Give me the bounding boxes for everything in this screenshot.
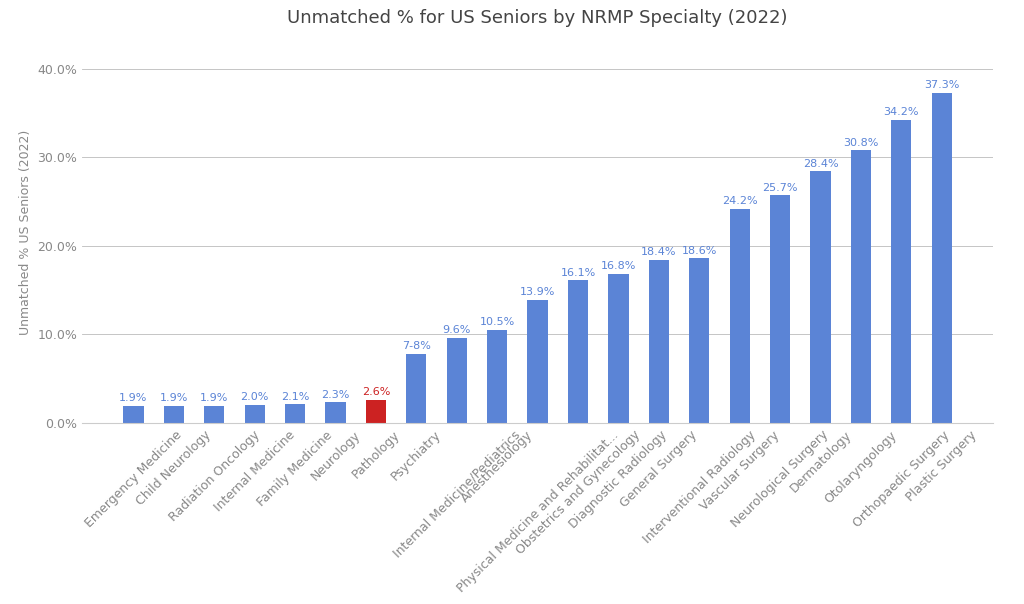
Bar	[285, 404, 305, 423]
Text: 37.3%: 37.3%	[924, 80, 959, 90]
Text: 2.6%: 2.6%	[361, 387, 390, 397]
Bar	[407, 354, 426, 423]
Bar	[851, 150, 871, 423]
Text: 1.9%: 1.9%	[160, 393, 188, 403]
Bar	[527, 300, 548, 423]
Text: 34.2%: 34.2%	[884, 108, 920, 118]
Text: 9.6%: 9.6%	[442, 325, 471, 335]
Bar	[164, 406, 184, 423]
Bar	[810, 172, 830, 423]
Y-axis label: Unmatched % US Seniors (2022): Unmatched % US Seniors (2022)	[18, 130, 32, 335]
Bar	[932, 93, 952, 423]
Bar	[568, 280, 588, 423]
Text: 16.8%: 16.8%	[601, 262, 636, 271]
Text: 25.7%: 25.7%	[762, 183, 798, 193]
Text: 10.5%: 10.5%	[479, 317, 515, 327]
Bar	[245, 405, 265, 423]
Bar	[770, 195, 791, 423]
Bar	[326, 402, 346, 423]
Text: 30.8%: 30.8%	[843, 138, 879, 147]
Text: 16.1%: 16.1%	[560, 268, 596, 278]
Text: 18.6%: 18.6%	[682, 246, 717, 255]
Text: 18.4%: 18.4%	[641, 247, 677, 257]
Bar	[649, 260, 669, 423]
Bar	[366, 400, 386, 423]
Bar	[608, 274, 629, 423]
Text: 2.3%: 2.3%	[322, 390, 350, 400]
Bar	[689, 258, 710, 423]
Text: 28.4%: 28.4%	[803, 159, 839, 169]
Text: 2.0%: 2.0%	[241, 393, 269, 402]
Bar	[123, 406, 143, 423]
Text: 24.2%: 24.2%	[722, 196, 758, 206]
Text: 7-8%: 7-8%	[401, 341, 431, 351]
Bar	[204, 406, 224, 423]
Title: Unmatched % for US Seniors by NRMP Specialty (2022): Unmatched % for US Seniors by NRMP Speci…	[288, 9, 787, 27]
Bar	[487, 330, 507, 423]
Bar	[446, 338, 467, 423]
Bar	[729, 208, 750, 423]
Text: 2.1%: 2.1%	[281, 391, 309, 402]
Text: 13.9%: 13.9%	[520, 287, 555, 297]
Text: 1.9%: 1.9%	[119, 393, 147, 403]
Text: 1.9%: 1.9%	[200, 393, 228, 403]
Bar	[891, 120, 911, 423]
